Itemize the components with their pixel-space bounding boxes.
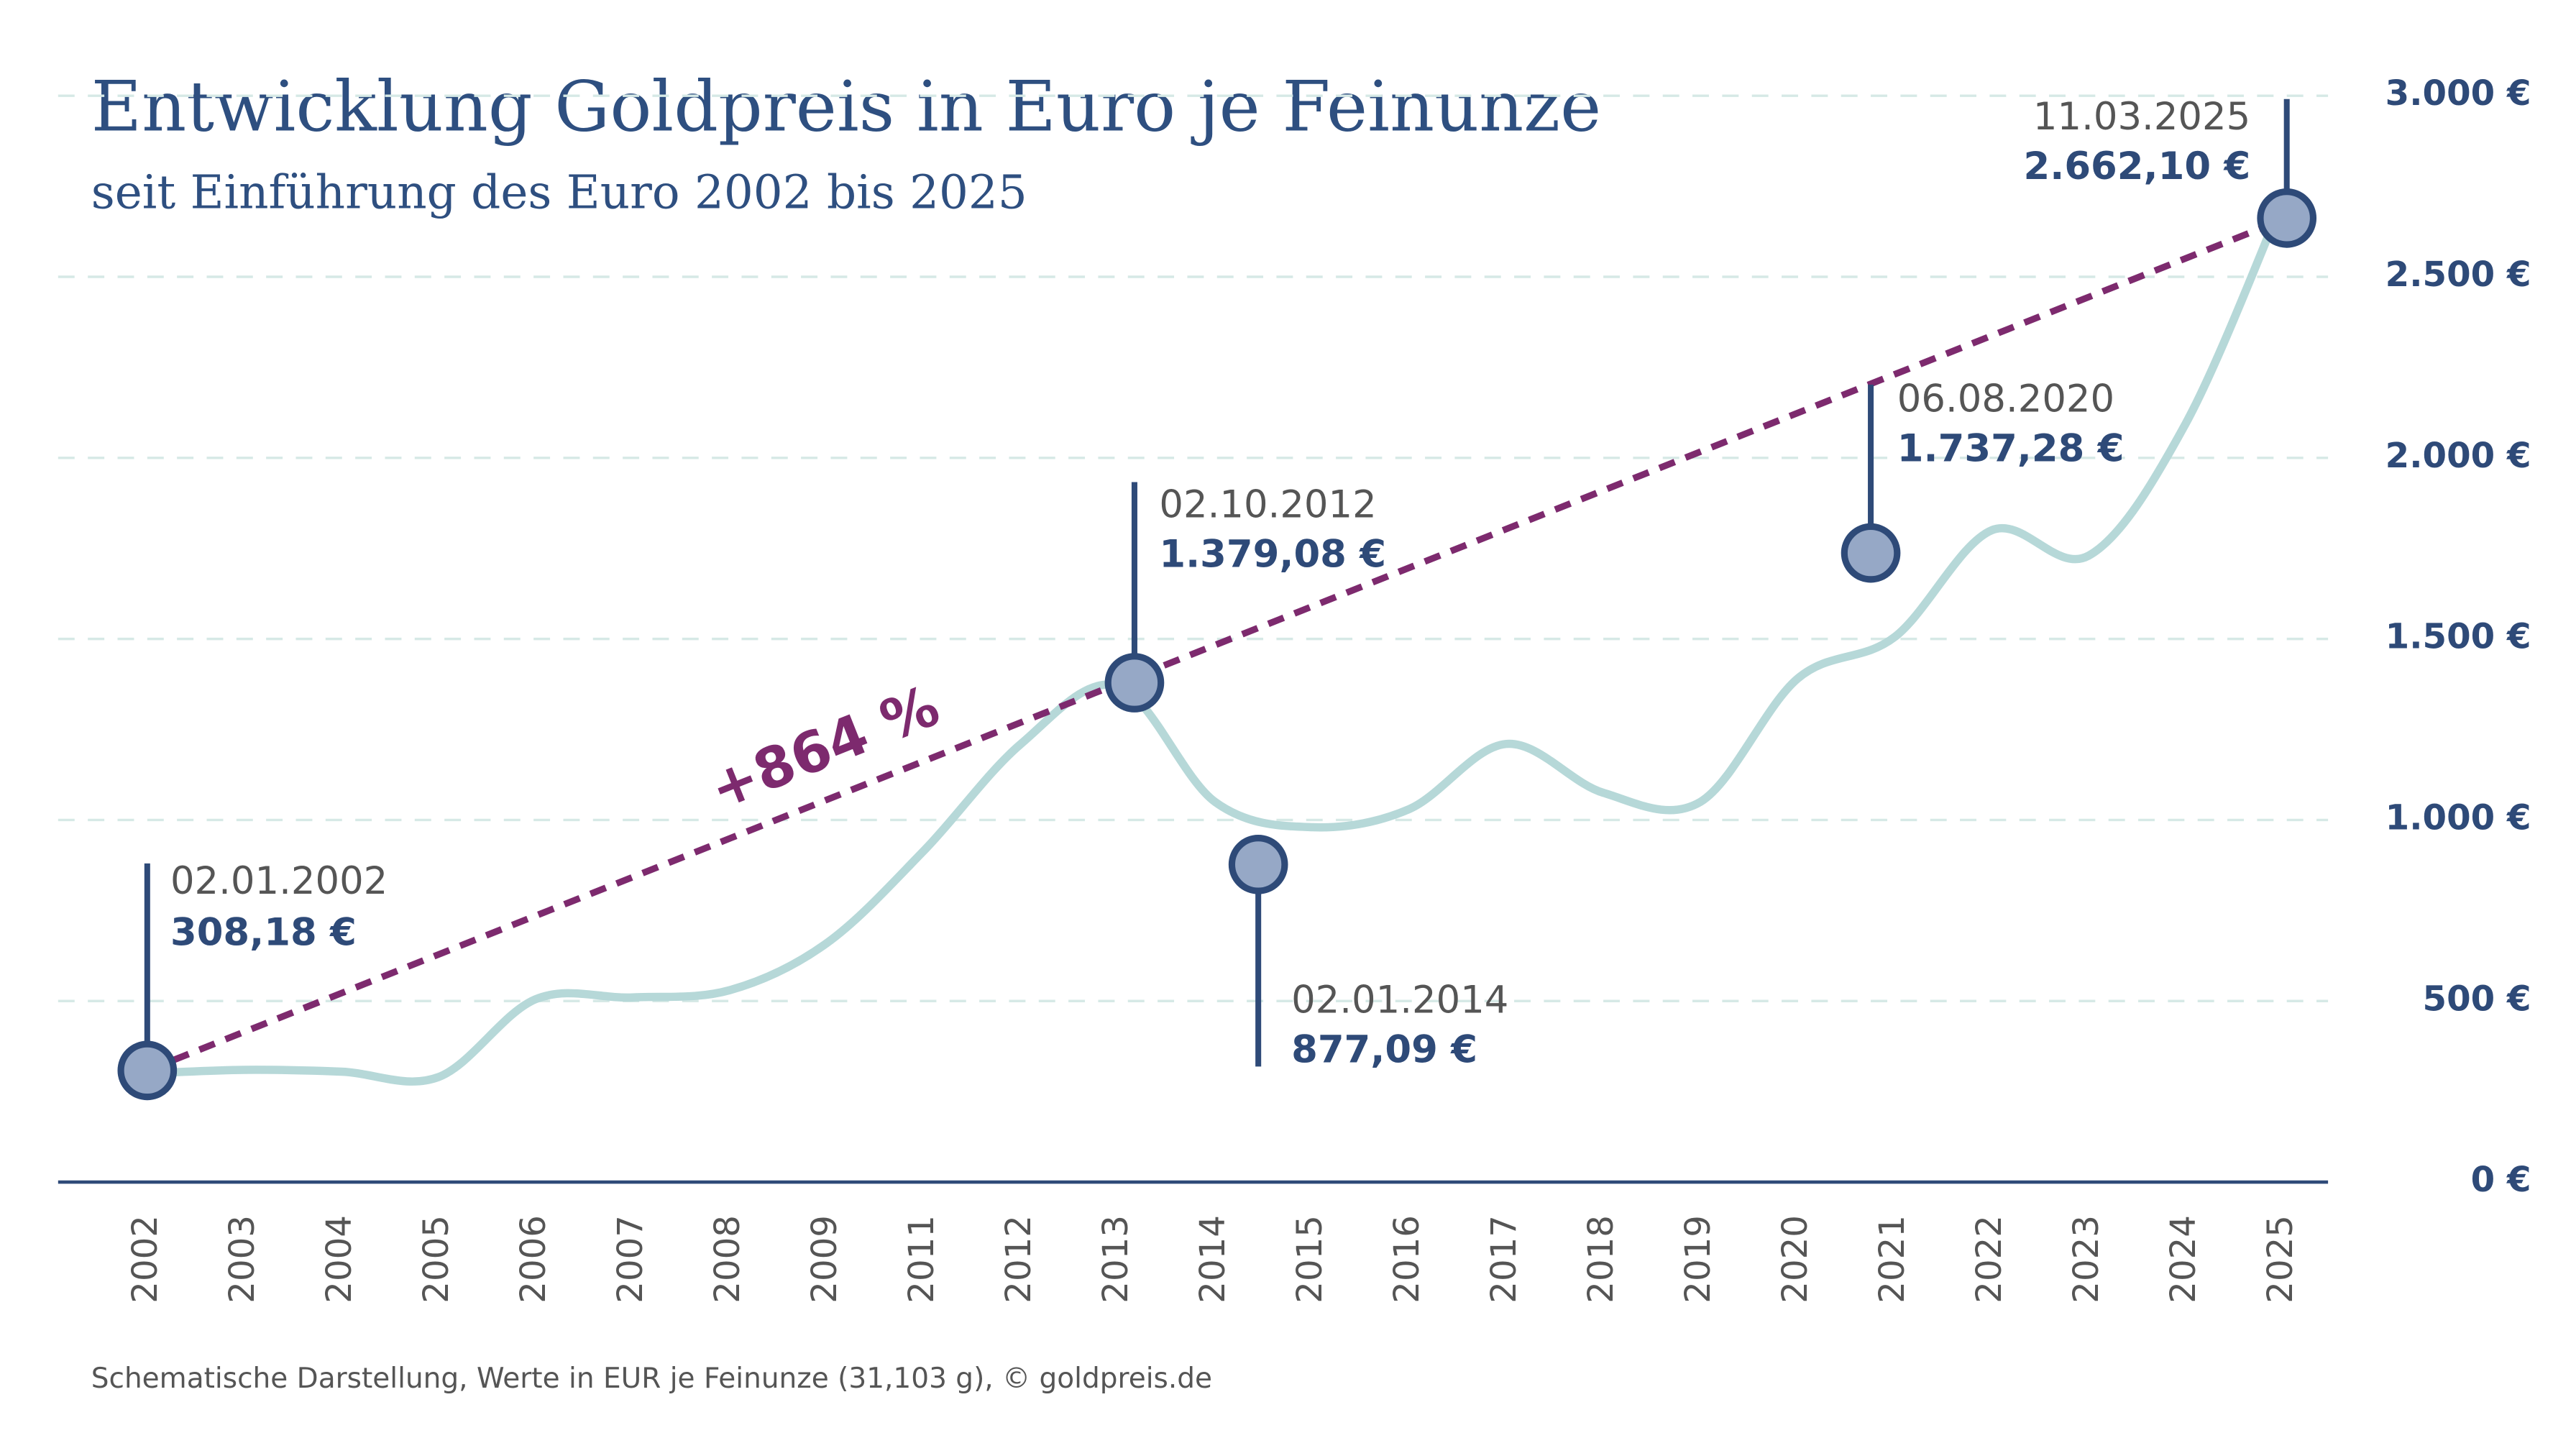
annotation-point — [1841, 523, 1901, 583]
y-tick-label: 500 € — [2423, 979, 2531, 1019]
x-tick-label: 2012 — [999, 1215, 1039, 1304]
x-tick-label: 2025 — [2260, 1215, 2301, 1304]
annotation-date: 02.10.2012 — [1159, 483, 1376, 527]
x-tick-label: 2016 — [1387, 1215, 1427, 1304]
annotation-date: 06.08.2020 — [1897, 377, 2114, 421]
x-tick-label: 2003 — [222, 1215, 262, 1304]
x-tick-label: 2015 — [1290, 1215, 1330, 1304]
y-tick-label: 0 € — [2471, 1160, 2531, 1200]
y-tick-label: 3.000 € — [2385, 73, 2531, 114]
annotation-date: 11.03.2025 — [2033, 95, 2250, 139]
x-tick-label: 2024 — [2163, 1215, 2204, 1304]
x-tick-label: 2005 — [416, 1215, 457, 1304]
annotation-date: 02.01.2002 — [170, 859, 388, 903]
x-tick-label: 2019 — [1678, 1215, 1718, 1304]
x-tick-label: 2008 — [707, 1215, 748, 1304]
y-tick-label: 1.500 € — [2385, 617, 2531, 657]
x-tick-label: 2023 — [2066, 1215, 2107, 1304]
chart-subtitle: seit Einführung des Euro 2002 bis 2025 — [91, 166, 1027, 220]
x-tick-label: 2022 — [1969, 1215, 2009, 1304]
annotation-date: 02.01.2014 — [1291, 978, 1508, 1022]
annotation-value: 1.379,08 € — [1159, 532, 1386, 576]
x-tick-label: 2011 — [902, 1215, 942, 1304]
trend-line — [146, 215, 2288, 1074]
y-tick-label: 1.000 € — [2385, 797, 2531, 838]
annotation-point — [1228, 835, 1288, 894]
chart-title: Entwicklung Goldpreis in Euro je Feinunz… — [91, 66, 1601, 147]
annotation-value: 877,09 € — [1291, 1027, 1477, 1071]
x-tick-label: 2004 — [319, 1215, 359, 1304]
x-tick-label: 2021 — [1872, 1215, 1912, 1304]
x-tick-label: 2018 — [1581, 1215, 1621, 1304]
x-tick-label: 2013 — [1096, 1215, 1136, 1304]
annotation-point — [117, 1040, 178, 1101]
x-tick-label: 2007 — [610, 1215, 651, 1304]
annotation-value: 308,18 € — [170, 910, 357, 954]
annotation-point — [2257, 188, 2317, 248]
annotation-point — [1104, 653, 1165, 713]
y-tick-label: 2.000 € — [2385, 436, 2531, 476]
x-tick-label: 2020 — [1775, 1215, 1815, 1304]
x-tick-label: 2006 — [513, 1215, 554, 1304]
x-tick-label: 2014 — [1193, 1215, 1233, 1304]
x-tick-label: 2002 — [125, 1215, 165, 1304]
x-tick-label: 2017 — [1484, 1215, 1524, 1304]
annotation-value: 2.662,10 € — [2024, 145, 2251, 188]
price-line — [143, 196, 2287, 1086]
footnote: Schematische Darstellung, Werte in EUR j… — [91, 1363, 1212, 1395]
annotation-value: 1.737,28 € — [1897, 427, 2124, 471]
y-tick-label: 2.500 € — [2385, 255, 2531, 295]
x-tick-label: 2009 — [805, 1215, 845, 1304]
